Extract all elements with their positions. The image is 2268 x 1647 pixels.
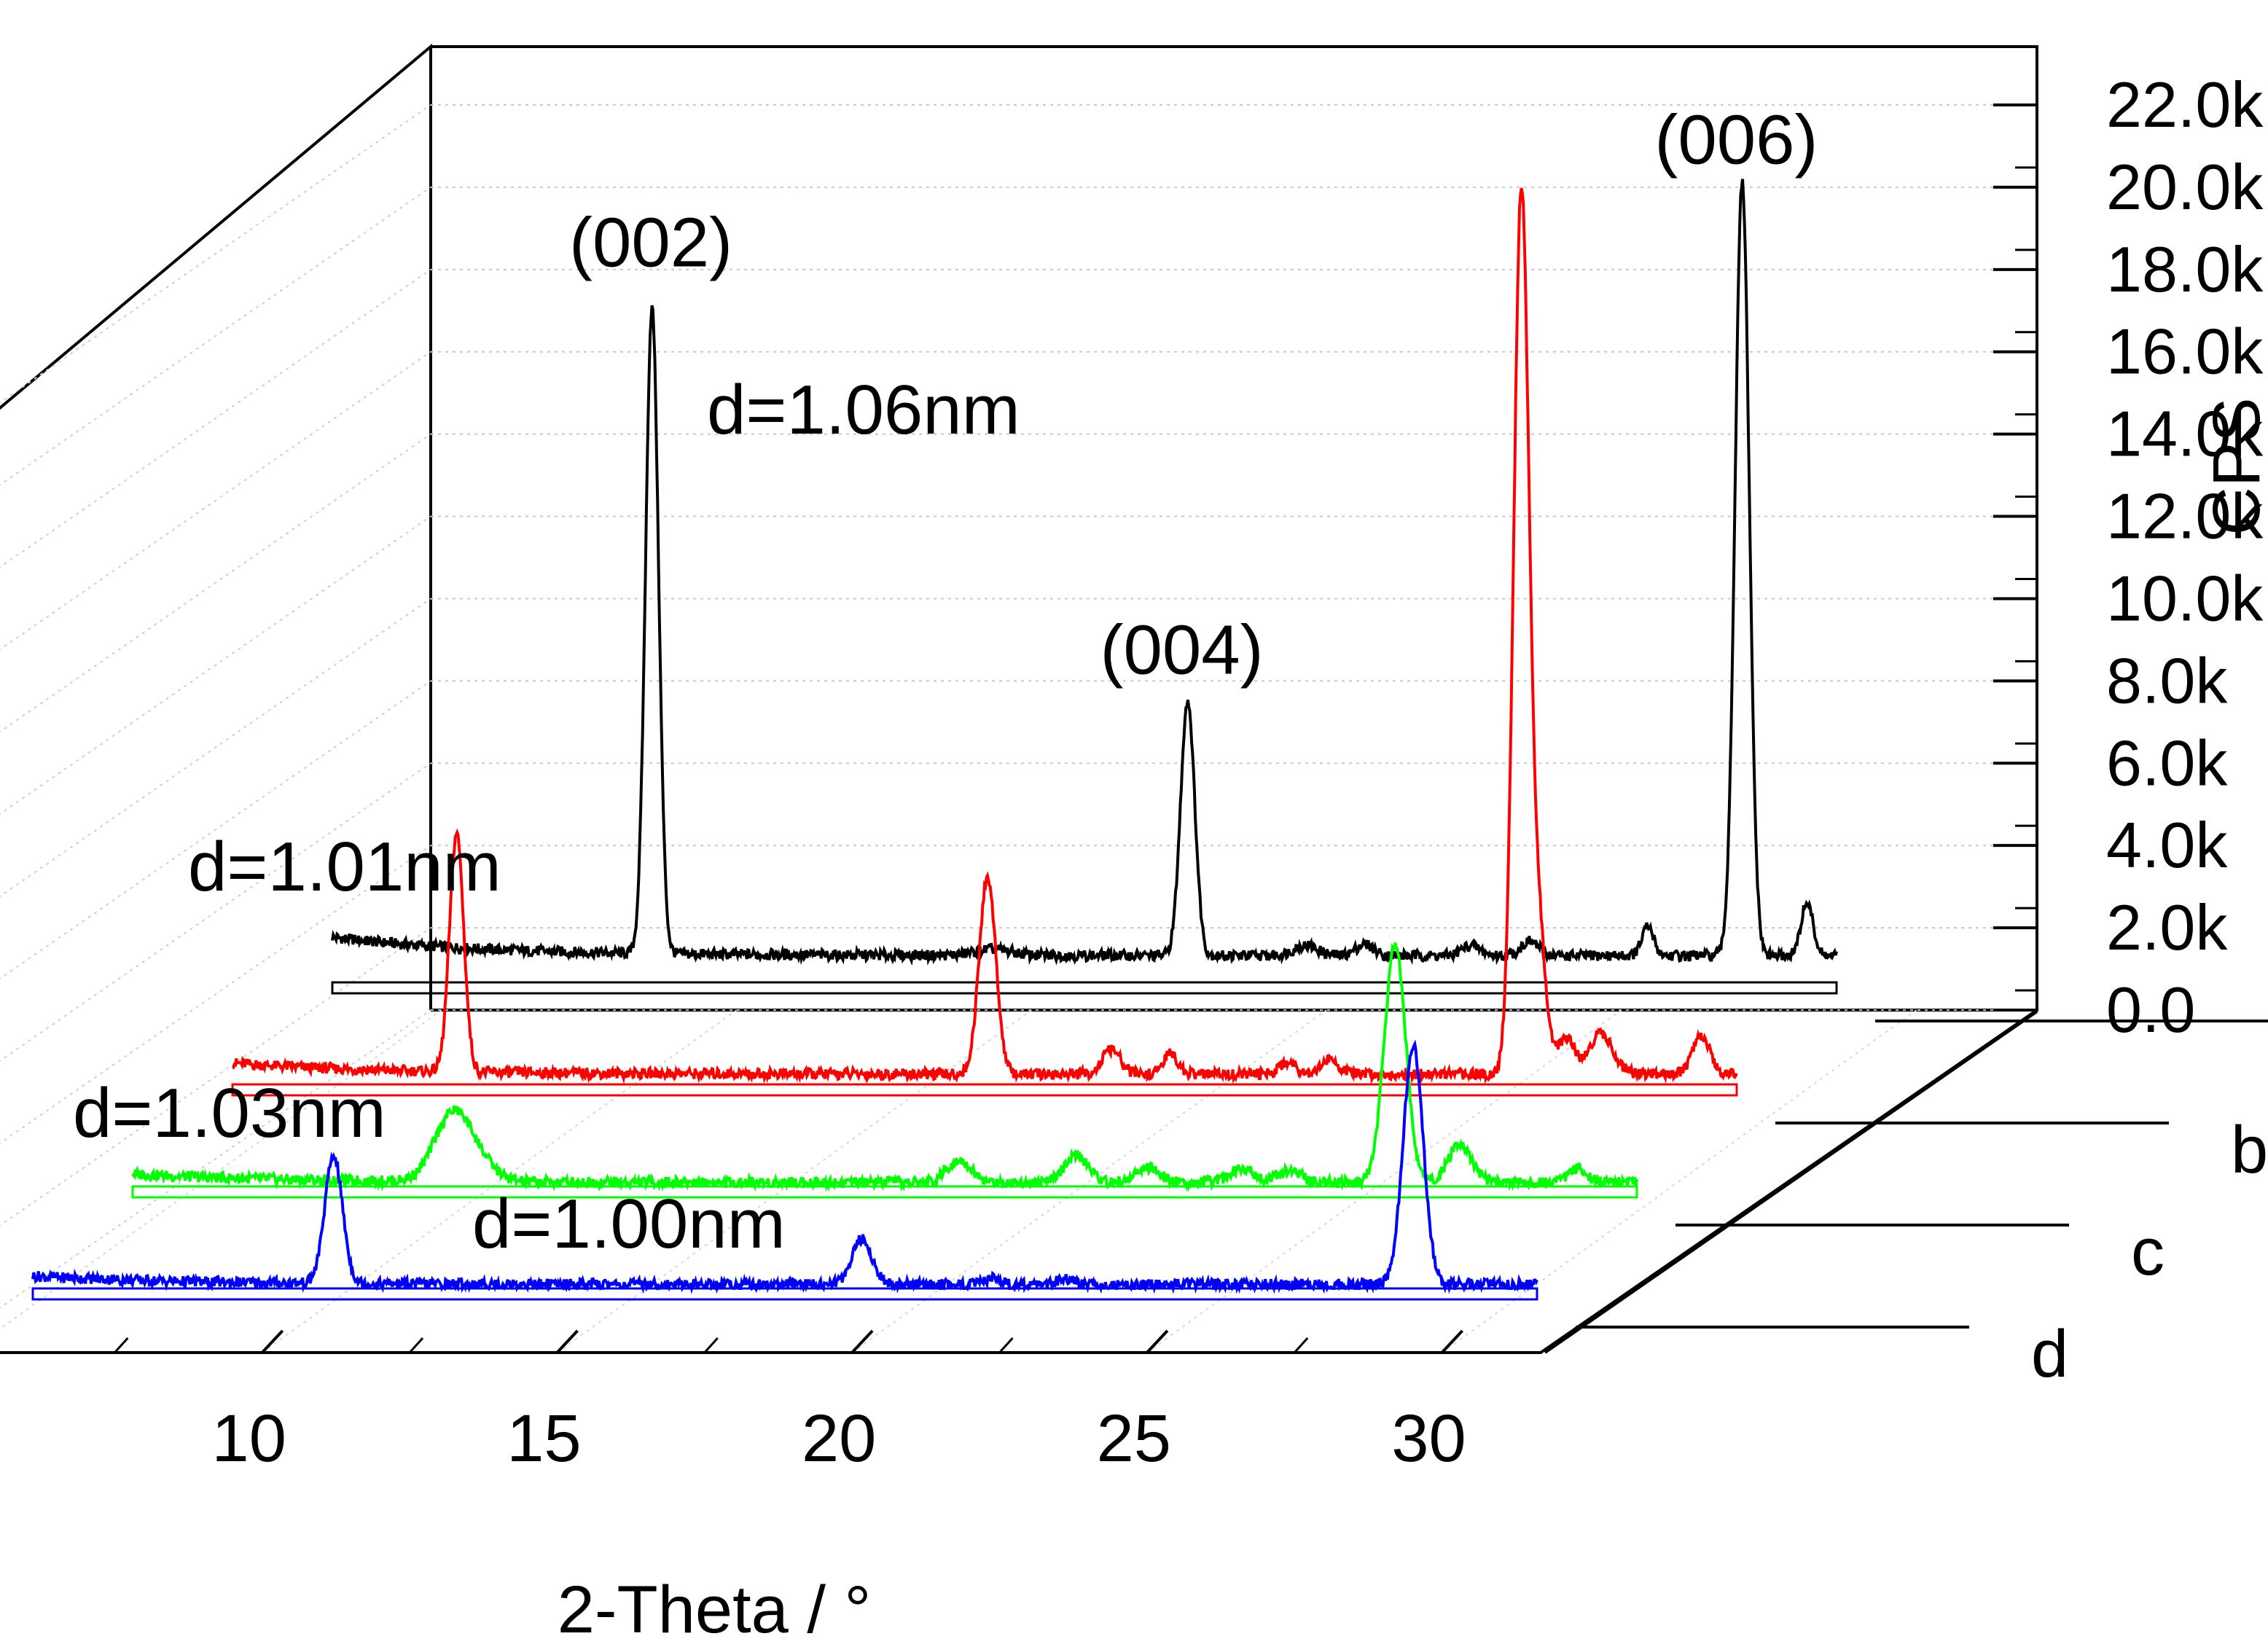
x-tick <box>1441 1329 1463 1354</box>
baseline-c <box>131 1185 1638 1199</box>
series-baselines <box>31 981 1838 1301</box>
baseline-b <box>231 1083 1738 1097</box>
x-tick <box>1146 1329 1169 1354</box>
series-labels: a b c d <box>2031 1113 2268 1391</box>
x-axis-title: 2-Theta / ° <box>558 1573 872 1647</box>
y-tick-label: 2.0k <box>2106 891 2228 963</box>
grid-line-wall <box>0 515 431 815</box>
grid-line-wall <box>0 762 431 1063</box>
x-minor-tick <box>703 1337 719 1354</box>
peak-annotations: (002) (004) (006) <box>569 101 1818 689</box>
x-tick <box>850 1329 874 1354</box>
right-floor-edge <box>1544 1010 2038 1354</box>
grid-line-wall <box>0 1009 431 1309</box>
y-tick-label: 4.0k <box>2106 809 2228 881</box>
grid-line-x <box>262 1009 738 1353</box>
trace-c <box>131 942 1638 1192</box>
trace-d <box>31 1039 1538 1294</box>
d-label-b: d=1.01nm <box>188 828 501 906</box>
peak-label-006: (006) <box>1654 101 1818 179</box>
baseline-d <box>31 1287 1538 1301</box>
series-label-b: b <box>2231 1113 2268 1187</box>
d-label-a: d=1.06nm <box>707 371 1020 449</box>
x-minor-tick <box>408 1337 424 1354</box>
x-tick-label: 25 <box>1097 1401 1171 1476</box>
d-label-c: d=1.03nm <box>73 1074 386 1152</box>
grid-line-wall <box>0 433 431 733</box>
series-label-d: d <box>2031 1317 2068 1391</box>
left-wall-edge <box>0 43 432 1010</box>
peak-label-002: (002) <box>569 204 732 282</box>
x-tick-labels: 5 10 15 20 25 30 <box>212 1401 1466 1476</box>
trace-a <box>331 179 1838 966</box>
grid-line-wall <box>0 680 431 980</box>
x-tick <box>261 1329 284 1354</box>
grid-line-wall <box>0 187 431 486</box>
x-minor-tick <box>998 1337 1014 1354</box>
x-tick-label: 30 <box>1391 1401 1466 1476</box>
d-label-d: d=1.00nm <box>472 1185 786 1263</box>
peak-label-004: (004) <box>1100 611 1263 689</box>
back-wall-gridlines <box>0 104 2037 1353</box>
x-tick-label: 20 <box>802 1401 876 1476</box>
y-tick-label: 14.0k <box>2106 398 2264 470</box>
y-tick-label: 12.0k <box>2106 480 2264 552</box>
grid-line-wall <box>0 598 431 898</box>
x-tick-label: 15 <box>507 1401 581 1476</box>
y-tick-label: 6.0k <box>2106 727 2228 799</box>
baseline-a <box>331 981 1838 995</box>
y-tick-label: 8.0k <box>2106 644 2228 716</box>
grid-line-wall <box>0 845 431 1144</box>
grid-line-x <box>0 1009 442 1330</box>
x-minor-tick <box>1294 1337 1309 1354</box>
y-tick-label: 20.0k <box>2106 151 2264 223</box>
grid-line-x <box>851 1009 1327 1353</box>
y-tick-label: 10.0k <box>2106 562 2264 634</box>
y-tick-labels: 0.0 2.0k 4.0k 6.0k 8.0k 10.0k 12.0k 14.0… <box>2106 69 2264 1046</box>
grid-line-x <box>1146 1009 1622 1353</box>
back-wall-edge <box>431 45 2038 1012</box>
axis-ticks <box>114 103 2268 1354</box>
y-axis-title: CPS <box>2199 397 2268 535</box>
y-tick-label: 0.0 <box>2106 974 2195 1046</box>
x-tick-label: 10 <box>212 1401 286 1476</box>
y-tick-label: 16.0k <box>2106 316 2264 388</box>
trace-b <box>232 187 1738 1084</box>
series-label-c: c <box>2131 1215 2165 1289</box>
y-tick-label: 18.0k <box>2106 233 2264 305</box>
grid-line-wall <box>0 351 431 651</box>
series-traces <box>31 179 1838 1294</box>
x-tick <box>555 1329 579 1354</box>
grid-line-wall <box>0 104 431 404</box>
x-minor-tick <box>114 1337 129 1354</box>
grid-line-x <box>1441 1009 1917 1353</box>
d-spacing-annotations: d=1.06nm d=1.01nm d=1.03nm d=1.00nm <box>73 371 1020 1263</box>
grid-line-wall <box>0 927 431 1227</box>
grid-line-wall <box>0 268 431 568</box>
y-tick-label: 22.0k <box>2106 69 2264 141</box>
